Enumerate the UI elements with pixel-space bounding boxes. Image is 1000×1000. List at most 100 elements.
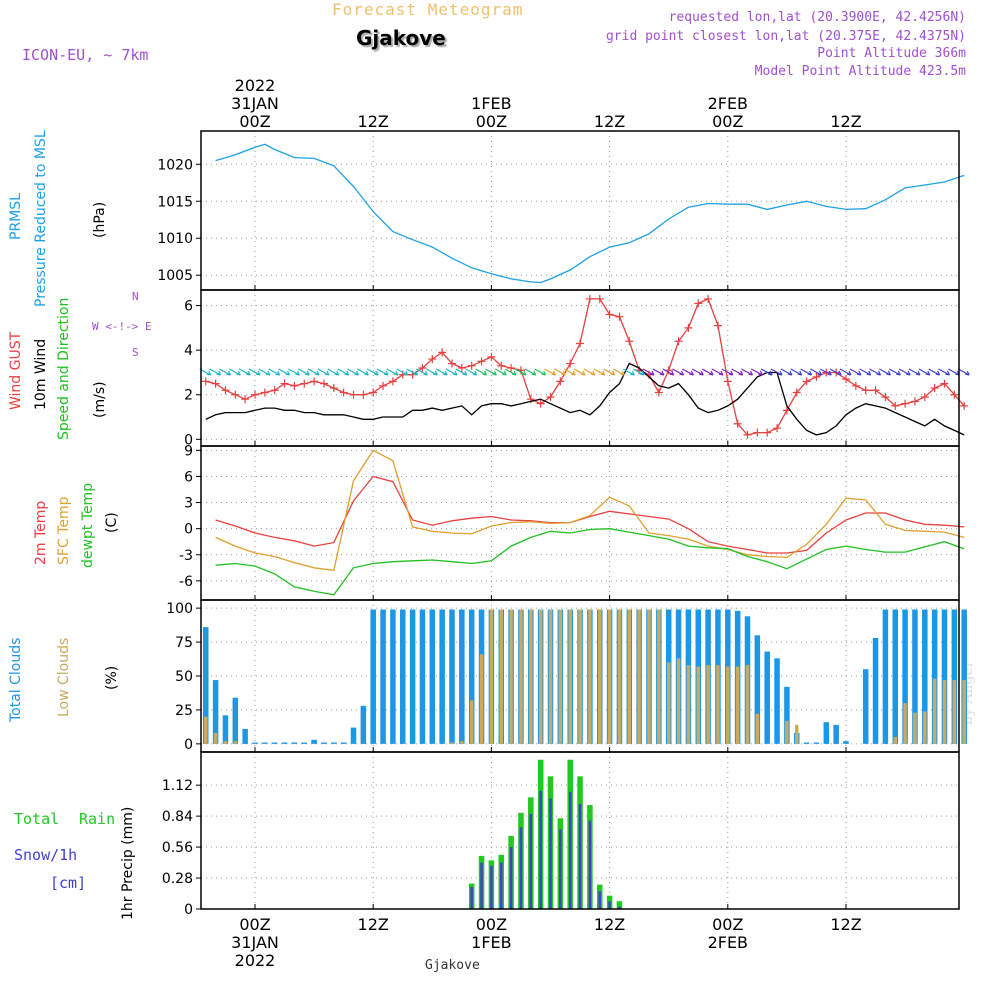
y-tick-label: 1020 <box>157 157 193 173</box>
total-cloud-bar <box>212 680 219 744</box>
wind10m-line <box>205 362 965 436</box>
gust-marker <box>842 375 850 384</box>
snow-bar <box>568 791 572 909</box>
total-cloud-bar <box>400 609 406 744</box>
wind-dir-arrow <box>396 368 409 376</box>
snow-bar <box>509 847 513 909</box>
wind-dir-arrow <box>859 368 872 376</box>
total-cloud-bar <box>281 742 288 744</box>
low-cloud-bar <box>637 609 641 744</box>
point-altitude: Point Altitude 366m <box>817 46 966 61</box>
low-cloud-bar <box>489 609 494 744</box>
y-tick-label: 1010 <box>157 231 193 247</box>
snow-bar <box>490 865 493 909</box>
wind-dir-arrow <box>485 368 497 376</box>
y-tick-label: 0.28 <box>162 871 193 887</box>
gust-marker <box>241 395 250 404</box>
requested-coords: requested lon,lat (20.3900E, 42.4256N) <box>668 10 966 25</box>
gust-marker <box>467 361 476 370</box>
wind-dir-arrow <box>810 368 822 376</box>
wind-dir-arrow <box>741 368 754 376</box>
snow-bar <box>470 886 473 909</box>
gust-marker <box>418 364 427 372</box>
gust-marker <box>339 388 348 397</box>
wind-dir-arrow <box>406 368 419 376</box>
snow-bar <box>608 901 611 909</box>
gust-marker <box>260 388 269 397</box>
gust-marker <box>497 361 506 370</box>
wind-dir-arrow <box>317 368 330 376</box>
gridpoint-coords: grid point closest lon,lat (20.375E, 42.… <box>605 29 966 44</box>
wind-dir-arrow <box>849 368 862 376</box>
total-cloud-bar <box>252 742 258 744</box>
wind-dir-arrow <box>721 368 734 376</box>
total-cloud-bar <box>754 635 761 744</box>
gust-marker <box>349 390 358 399</box>
wind-dir-arrow <box>327 368 340 376</box>
low-cloud-bar <box>213 733 218 744</box>
gust-marker <box>310 377 319 386</box>
wind-dir-arrow <box>386 368 399 376</box>
wind-dir-arrow <box>938 368 951 376</box>
gust-marker <box>438 348 447 357</box>
low-cloud-bar <box>617 609 622 744</box>
gust-marker <box>536 399 545 408</box>
snow-bar <box>529 813 533 909</box>
y-tick-label: 0 <box>184 522 193 538</box>
low-cloud-bar <box>479 654 484 744</box>
low-cloud-bar <box>519 609 523 744</box>
gust-marker <box>507 364 516 372</box>
total-cloud-bar <box>843 741 849 744</box>
y-tick-label: 2 <box>184 388 193 404</box>
model-altitude: Model Point Altitude 423.5m <box>754 64 966 79</box>
total-cloud-bar <box>931 609 938 744</box>
total-cloud-bar <box>951 609 958 744</box>
wind-dir-arrow <box>751 368 763 376</box>
gust-marker <box>960 401 969 410</box>
bottom-time-label: 00Z <box>239 915 270 934</box>
low-cloud-bar <box>450 742 454 744</box>
total-cloud-bar <box>813 742 820 744</box>
gust-marker <box>379 381 388 390</box>
y-tick-label: 0.84 <box>162 809 193 825</box>
wind-dir-arrow <box>691 368 704 376</box>
gust-marker <box>920 392 929 401</box>
label-rain: Rain <box>79 810 116 828</box>
low-cloud-bar <box>913 712 917 744</box>
meteogram-title: Forecast Meteogram <box>332 0 524 19</box>
wind-dir-arrow <box>554 368 566 376</box>
wind-dir-arrow <box>504 368 517 376</box>
low-cloud-bar <box>223 741 228 744</box>
low-cloud-bar <box>657 609 661 744</box>
low-cloud-bar <box>932 678 937 744</box>
snow-bar <box>519 827 523 909</box>
low-cloud-bar <box>598 609 602 744</box>
y-tick-label: 6 <box>184 299 193 315</box>
y-tick-label: 0 <box>184 737 193 753</box>
gust-marker <box>940 379 949 388</box>
low-cloud-bar <box>726 666 730 744</box>
gust-marker <box>546 392 555 401</box>
bottom-time-label: 1FEB <box>471 933 511 952</box>
low-cloud-bar <box>942 680 947 744</box>
top-time-label: 1FEB <box>471 94 511 113</box>
gust-marker <box>556 377 565 386</box>
wind-dir-arrow <box>593 368 606 376</box>
wind-dir-arrow <box>682 368 694 376</box>
low-cloud-bar <box>548 609 553 744</box>
gust-marker <box>290 381 299 390</box>
gust-marker <box>891 401 900 410</box>
wind-dir-arrow <box>534 368 547 376</box>
wind-dir-arrow <box>376 368 389 376</box>
bottom-time-label: 00Z <box>712 915 743 934</box>
wind-dir-arrow <box>465 368 478 376</box>
y-tick-label: 6 <box>184 469 193 485</box>
gust-marker <box>270 386 279 395</box>
wind-dir-arrow <box>366 368 379 376</box>
wind-dir-arrow <box>603 368 616 376</box>
low-cloud-bar <box>529 609 533 744</box>
wind-dir-arrow <box>219 368 231 376</box>
total-cloud-bar <box>784 686 790 744</box>
gust-line <box>205 298 965 436</box>
top-year-label: 2022 <box>235 76 276 95</box>
